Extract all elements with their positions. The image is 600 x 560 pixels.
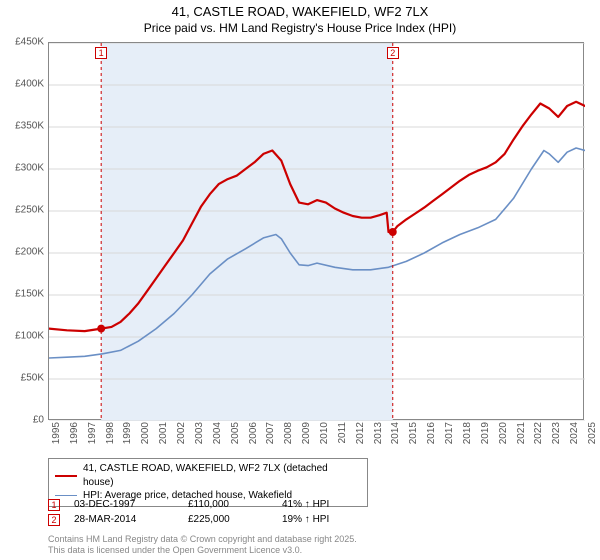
ytick-label: £50K xyxy=(0,373,44,384)
ytick-label: £450K xyxy=(0,37,44,48)
legend-label-price-paid: 41, CASTLE ROAD, WAKEFIELD, WF2 7LX (det… xyxy=(83,462,361,489)
chart-title-address: 41, CASTLE ROAD, WAKEFIELD, WF2 7LX xyxy=(0,4,600,21)
event-band xyxy=(101,43,393,421)
xtick-label: 2011 xyxy=(337,422,348,444)
ytick-label: £250K xyxy=(0,205,44,216)
transaction-row: 1 03-DEC-1997 £110,000 41% ↑ HPI xyxy=(48,498,382,513)
legend-item-price-paid: 41, CASTLE ROAD, WAKEFIELD, WF2 7LX (det… xyxy=(55,462,361,489)
xtick-label: 1998 xyxy=(105,422,116,444)
plot-area: 12 xyxy=(48,42,584,420)
transaction-price: £225,000 xyxy=(188,513,268,528)
copyright-notice: Contains HM Land Registry data © Crown c… xyxy=(48,534,357,557)
xtick-label: 2009 xyxy=(301,422,312,444)
xtick-label: 2000 xyxy=(140,422,151,444)
xtick-label: 2022 xyxy=(533,422,544,444)
xtick-label: 2021 xyxy=(516,422,527,444)
copyright-line-1: Contains HM Land Registry data © Crown c… xyxy=(48,534,357,545)
transaction-index-2: 2 xyxy=(48,514,60,526)
chart-title-block: 41, CASTLE ROAD, WAKEFIELD, WF2 7LX Pric… xyxy=(0,0,600,36)
plot-svg xyxy=(49,43,585,421)
xtick-label: 2010 xyxy=(319,422,330,444)
marker-dot-1 xyxy=(97,325,105,333)
xtick-label: 2005 xyxy=(230,422,241,444)
xtick-label: 2001 xyxy=(158,422,169,444)
ytick-label: £400K xyxy=(0,79,44,90)
transaction-price: £110,000 xyxy=(188,498,268,513)
transaction-date: 03-DEC-1997 xyxy=(74,498,174,513)
ytick-label: £150K xyxy=(0,289,44,300)
xtick-label: 2025 xyxy=(587,422,598,444)
transaction-row: 2 28-MAR-2014 £225,000 19% ↑ HPI xyxy=(48,513,382,528)
transaction-date: 28-MAR-2014 xyxy=(74,513,174,528)
xtick-label: 2008 xyxy=(283,422,294,444)
xtick-label: 1997 xyxy=(87,422,98,444)
legend-swatch-price-paid xyxy=(55,475,77,477)
xtick-label: 2024 xyxy=(569,422,580,444)
transaction-index-1: 1 xyxy=(48,499,60,511)
legend-swatch-hpi xyxy=(55,495,77,496)
ytick-label: £350K xyxy=(0,121,44,132)
xtick-label: 2013 xyxy=(373,422,384,444)
xtick-label: 2015 xyxy=(408,422,419,444)
chart-title-subtitle: Price paid vs. HM Land Registry's House … xyxy=(0,21,600,37)
xtick-label: 2023 xyxy=(551,422,562,444)
xtick-label: 1996 xyxy=(69,422,80,444)
xtick-label: 2019 xyxy=(480,422,491,444)
marker-box-2: 2 xyxy=(387,47,399,59)
xtick-label: 2016 xyxy=(426,422,437,444)
xtick-label: 2007 xyxy=(265,422,276,444)
xtick-label: 1995 xyxy=(51,422,62,444)
xtick-label: 2012 xyxy=(355,422,366,444)
marker-box-1: 1 xyxy=(95,47,107,59)
xtick-label: 2017 xyxy=(444,422,455,444)
copyright-line-2: This data is licensed under the Open Gov… xyxy=(48,545,357,556)
xtick-label: 2014 xyxy=(390,422,401,444)
transaction-table: 1 03-DEC-1997 £110,000 41% ↑ HPI 2 28-MA… xyxy=(48,498,382,527)
ytick-label: £100K xyxy=(0,331,44,342)
xtick-label: 2004 xyxy=(212,422,223,444)
xtick-label: 2020 xyxy=(498,422,509,444)
xtick-label: 1999 xyxy=(122,422,133,444)
ytick-label: £200K xyxy=(0,247,44,258)
xtick-label: 2018 xyxy=(462,422,473,444)
transaction-delta: 19% ↑ HPI xyxy=(282,513,382,528)
ytick-label: £300K xyxy=(0,163,44,174)
ytick-label: £0 xyxy=(0,415,44,426)
chart-area: £0£50K£100K£150K£200K£250K£300K£350K£400… xyxy=(48,42,584,420)
transaction-delta: 41% ↑ HPI xyxy=(282,498,382,513)
marker-dot-2 xyxy=(389,228,397,236)
xtick-label: 2003 xyxy=(194,422,205,444)
xtick-label: 2002 xyxy=(176,422,187,444)
xtick-label: 2006 xyxy=(248,422,259,444)
